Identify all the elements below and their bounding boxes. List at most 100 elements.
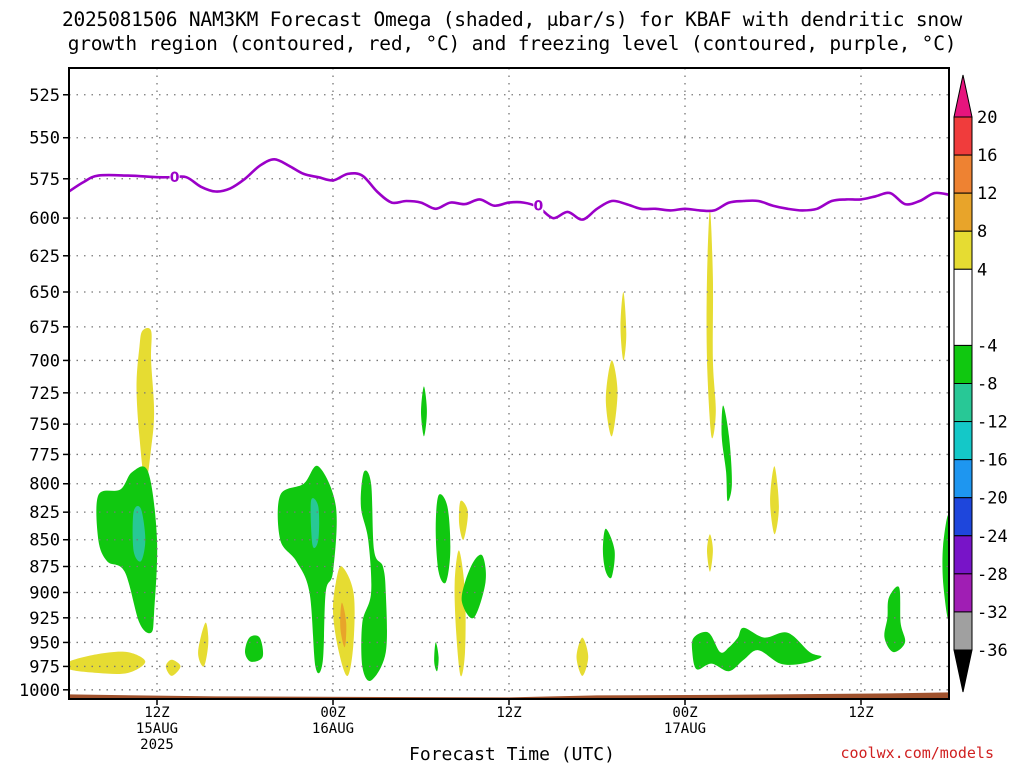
y-tick-label: 850	[29, 531, 60, 551]
y-tick-label: 525	[29, 86, 60, 106]
colorbar-label: -16	[977, 451, 1008, 471]
x-tick-label: 2025	[140, 737, 174, 753]
colorbar-band-0	[953, 116, 973, 156]
x-tick-label: 17AUG	[664, 721, 706, 737]
colorbar-top-arrow	[953, 74, 973, 118]
omega-region-19	[360, 470, 387, 681]
omega-region-22	[434, 642, 439, 672]
omega-region-8	[576, 637, 589, 676]
colorbar-label: -36	[977, 641, 1008, 661]
colorbar-label: 4	[977, 260, 987, 280]
x-axis-title: Forecast Time (UTC)	[409, 744, 615, 765]
omega-region-1	[69, 651, 146, 675]
colorbar-label: -12	[977, 413, 1008, 433]
omega-region-27	[884, 586, 906, 653]
omega-region-14	[96, 466, 158, 634]
omega-region-26	[721, 405, 732, 502]
freezing-level-line	[69, 157, 949, 221]
omega-region-16	[277, 465, 337, 674]
colorbar-label: 16	[977, 146, 997, 166]
chart-title-line-1: 2025081506 NAM3KM Forecast Omega (shaded…	[61, 8, 963, 31]
y-tick-label: 900	[29, 584, 60, 604]
colorbar-band-7	[953, 421, 973, 461]
colorbar-label: -28	[977, 565, 1008, 585]
y-tick-label: 950	[29, 633, 60, 653]
freezing-level-label: 0	[533, 199, 543, 215]
colorbar-bottom-arrow	[953, 649, 973, 693]
colorbar-band-5	[953, 344, 973, 384]
colorbar-label: -32	[977, 603, 1008, 623]
colorbar-label: -8	[977, 375, 997, 395]
omega-region-17	[310, 498, 320, 549]
x-tick-label: 12Z	[496, 705, 521, 721]
freezing-label-bg-1	[533, 197, 544, 214]
y-tick-label: 800	[29, 475, 60, 495]
omega-region-25	[691, 627, 822, 672]
colorbar-label: -24	[977, 527, 1008, 547]
colorbar: 20 16 12 8 4 -4 -8 -12 -16 -20 -24 -28 -32 -36	[953, 74, 1008, 693]
freezing-level-label: 0	[170, 170, 180, 186]
colorbar-band-4	[953, 268, 973, 346]
colorbar-band-2	[953, 192, 973, 232]
colorbar-band-10	[953, 535, 973, 575]
colorbar-band-3	[953, 230, 973, 270]
x-tick-label: 00Z	[320, 705, 345, 721]
y-tick-label: 675	[29, 318, 60, 338]
omega-region-2	[165, 659, 181, 676]
omega-region-21	[421, 386, 427, 437]
colorbar-band-12	[953, 611, 973, 651]
y-tick-label: 650	[29, 283, 60, 303]
gridlines	[69, 68, 949, 699]
y-tick-label: 875	[29, 557, 60, 577]
x-tick-label: 15AUG	[136, 721, 178, 737]
terrain-layer	[69, 692, 949, 699]
terrain-fill	[69, 692, 949, 699]
freezing-level-layer: 00	[69, 157, 949, 221]
y-tick-label: 625	[29, 247, 60, 267]
x-tick-label: 12Z	[848, 705, 873, 721]
omega-region-18	[244, 635, 264, 662]
credit-text: coolwx.com/models	[840, 744, 994, 762]
y-tick-label: 600	[29, 209, 60, 229]
colorbar-band-1	[953, 154, 973, 194]
omega-shading-layer	[69, 210, 949, 681]
y-tick-label: 750	[29, 415, 60, 435]
omega-region-20	[435, 494, 451, 584]
colorbar-label: 12	[977, 184, 997, 204]
y-tick-label: 925	[29, 609, 60, 629]
colorbar-label: 8	[977, 222, 987, 242]
x-tick-label: 12Z	[144, 705, 169, 721]
omega-region-12	[707, 534, 713, 572]
colorbar-band-8	[953, 459, 973, 499]
omega-region-6	[454, 550, 466, 677]
omega-region-24	[602, 528, 615, 579]
omega-region-13	[770, 466, 779, 535]
colorbar-band-6	[953, 383, 973, 423]
y-axis: 525 550 575 600 625 650 675 700 725 750 775 800 825 8…	[19, 86, 69, 701]
freezing-label-bg-0	[169, 169, 180, 186]
omega-region-7	[458, 500, 468, 540]
y-tick-label: 775	[29, 445, 60, 465]
colorbar-band-11	[953, 573, 973, 613]
omega-region-28	[942, 514, 949, 620]
x-tick-label: 16AUG	[312, 721, 354, 737]
y-tick-label: 725	[29, 384, 60, 404]
omega-region-5	[340, 602, 347, 648]
x-tick-label: 00Z	[672, 705, 697, 721]
y-tick-label: 975	[29, 657, 60, 677]
colorbar-band-9	[953, 497, 973, 537]
omega-region-11	[706, 210, 716, 439]
colorbar-label: 20	[977, 108, 997, 128]
omega-region-10	[605, 360, 618, 437]
y-tick-label: 700	[29, 351, 60, 371]
y-tick-label: 1000	[19, 681, 60, 701]
omega-region-15	[132, 505, 146, 562]
colorbar-label: -20	[977, 489, 1008, 509]
y-tick-label: 550	[29, 129, 60, 149]
chart-title-line-2: growth region (contoured, red, °C) and f…	[67, 32, 957, 55]
omega-region-9	[620, 291, 627, 361]
omega-region-3	[198, 622, 209, 667]
colorbar-label: -4	[977, 336, 997, 356]
